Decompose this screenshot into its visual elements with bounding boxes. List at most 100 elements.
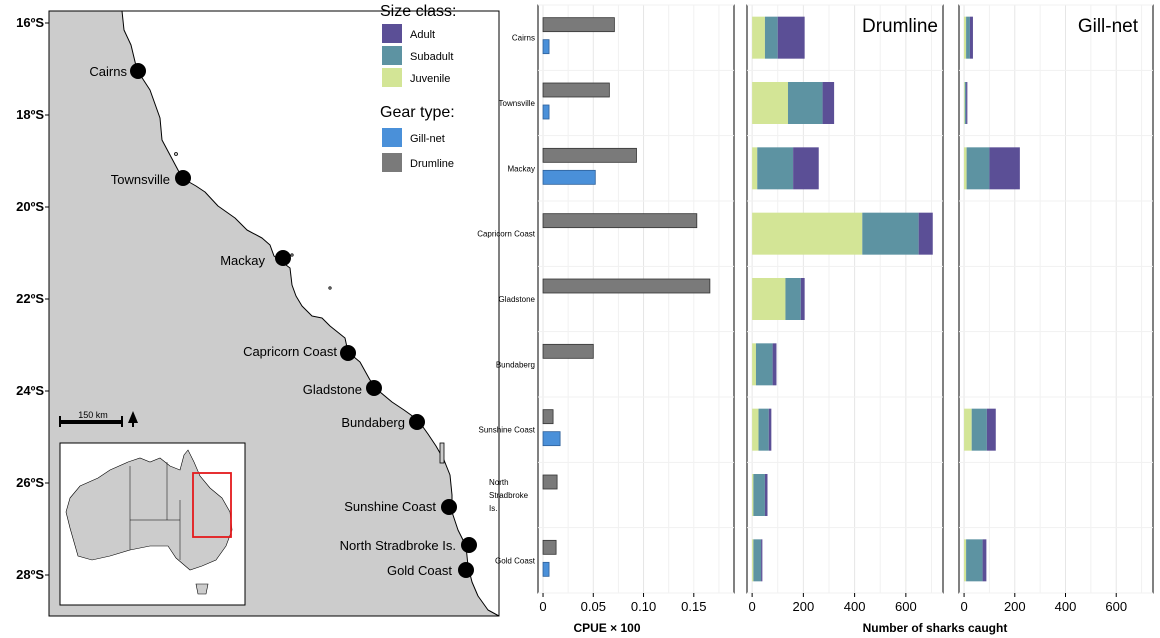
drumline-bar-subadult-townsville: [787, 82, 823, 124]
drumline-bar-juvenile-north-stradbroke-is: [752, 474, 754, 516]
gillnet-tick-label: 200: [1004, 599, 1026, 614]
site-category-label: Townsville: [499, 99, 536, 108]
cpue-bar-drumline-mackay: [542, 147, 637, 163]
island: [290, 253, 294, 257]
drumline-panel: 0 200 400 600 Drumline: [746, 4, 944, 614]
drumline-bar-juvenile-bundaberg: [752, 343, 756, 386]
site-category-label: Bundaberg: [496, 360, 535, 369]
cpue-panel-frame: [537, 4, 735, 594]
cpue-x-axis-label: CPUE × 100: [573, 621, 640, 635]
inset-australia-map: [59, 442, 246, 606]
cpue-bar-drumline-north-stradbroke-is: [542, 474, 558, 490]
cpue-tick-label: 0.05: [581, 599, 606, 614]
legend-gear-title: Gear type:: [380, 104, 455, 121]
island: [328, 286, 332, 290]
site-label-mackay: Mackay: [220, 253, 265, 268]
gillnet-panel-title: Gill-net: [1078, 16, 1139, 37]
fraser-island: [439, 442, 445, 464]
lat-label-22: 22ºS: [16, 291, 44, 306]
site-label-capricorn-coast: Capricorn Coast: [243, 344, 337, 359]
drumline-bar-juvenile-cairns: [752, 16, 765, 59]
site-label-bundaberg: Bundaberg: [341, 415, 405, 430]
drumline-bar-subadult-cairns: [764, 16, 778, 59]
drumline-stacked-bars: [752, 16, 933, 582]
gillnet-bar-juvenile-gold-coast: [964, 539, 967, 582]
gillnet-bar-subadult-gold-coast: [966, 539, 983, 582]
cpue-tick-label: 0.15: [681, 599, 706, 614]
scalebar: 150 km: [59, 410, 123, 427]
drumline-bar-juvenile-gold-coast: [752, 539, 754, 582]
sharks-x-axis-label: Number of sharks caught: [863, 621, 1008, 635]
site-marker-mackay: [275, 250, 291, 266]
gillnet-bar-subadult-mackay: [966, 147, 990, 190]
drumline-x-ticks: 0 200 400 600: [749, 593, 917, 614]
gillnet-panel-frame: [958, 4, 1154, 594]
site-marker-capricorn-coast: [340, 345, 356, 361]
legend-label-drumline: Drumline: [410, 158, 454, 170]
cpue-panel: 0 0.05 0.10 0.15 Cairns Townsville Mackay Capr…: [477, 4, 735, 635]
gillnet-tick-label: 600: [1105, 599, 1127, 614]
site-marker-bundaberg: [409, 414, 425, 430]
gillnet-gridlines: [959, 4, 1153, 594]
site-category-label: North Stradbroke Is.: [489, 478, 529, 513]
cpue-bar-drumline-gold-coast: [542, 539, 557, 555]
gillnet-bar-subadult-cairns: [966, 16, 970, 59]
cpue-bar-gillnet-gold-coast: [542, 561, 550, 577]
drumline-bar-adult-cairns: [777, 16, 805, 59]
cpue-bar-drumline-gladstone: [542, 278, 711, 294]
drumline-bar-adult-mackay: [793, 147, 819, 190]
drumline-tick-label: 400: [844, 599, 866, 614]
drumline-bar-adult-gladstone: [800, 278, 805, 320]
drumline-bar-adult-bundaberg: [772, 343, 777, 386]
legend: Size class: Adult Subadult Juvenile Gear…: [380, 3, 456, 172]
cpue-x-ticks: 0 0.05 0.10 0.15: [539, 593, 706, 614]
gillnet-bar-subadult-townsville: [964, 82, 967, 124]
lat-label-20: 20ºS: [16, 199, 44, 214]
site-label-townsville: Townsville: [111, 172, 170, 187]
gillnet-bar-juvenile-townsville: [964, 82, 965, 124]
cpue-bar-gillnet-mackay: [542, 169, 596, 185]
gillnet-bar-subadult-sunshine-coast: [971, 408, 987, 451]
drumline-panel-title: Drumline: [862, 16, 938, 37]
drumline-bar-subadult-north-stradbroke-is: [753, 474, 765, 516]
drumline-bar-adult-sunshine-coast: [768, 408, 772, 451]
site-category-labels: Cairns Townsville Mackay Capricorn Coast Gla…: [477, 34, 536, 566]
cpue-bar-drumline-sunshine-coast: [542, 409, 554, 425]
site-category-label: Capricorn Coast: [477, 230, 536, 239]
drumline-bar-subadult-mackay: [757, 147, 794, 190]
map-panel: 16ºS 18ºS 20ºS 22ºS 24ºS 26ºS 28ºS Cairn…: [16, 10, 500, 617]
lat-label-26: 26ºS: [16, 475, 44, 490]
site-marker-gladstone: [366, 380, 382, 396]
drumline-bar-juvenile-capricorn-coast: [752, 212, 863, 255]
legend-label-adult: Adult: [410, 29, 435, 41]
legend-label-subadult: Subadult: [410, 51, 453, 63]
cpue-bars: [542, 17, 711, 577]
gillnet-tick-label: 400: [1055, 599, 1077, 614]
gillnet-stacked-bars: [964, 16, 1020, 582]
legend-size-title: Size class:: [380, 3, 456, 20]
gillnet-bar-adult-gold-coast: [982, 539, 987, 582]
cpue-bar-drumline-townsville: [542, 82, 610, 98]
cpue-bar-gillnet-cairns: [542, 39, 550, 55]
cpue-gridlines: [538, 4, 734, 594]
drumline-bar-subadult-bundaberg: [755, 343, 773, 386]
gillnet-bar-juvenile-mackay: [964, 147, 967, 190]
gillnet-bar-adult-cairns: [969, 16, 973, 59]
drumline-tick-label: 200: [793, 599, 815, 614]
drumline-tick-label: 0: [749, 599, 756, 614]
legend-swatch-adult: [382, 24, 402, 43]
drumline-bar-subadult-gladstone: [785, 278, 801, 320]
legend-label-juvenile: Juvenile: [410, 73, 450, 85]
gillnet-tick-label: 0: [960, 599, 967, 614]
scalebar-label: 150 km: [78, 410, 108, 420]
cpue-tick-label: 0.10: [631, 599, 656, 614]
legend-swatch-juvenile: [382, 68, 402, 87]
drumline-bar-juvenile-gladstone: [752, 278, 786, 320]
legend-swatch-drumline: [382, 153, 402, 172]
drumline-bar-juvenile-sunshine-coast: [752, 408, 759, 451]
drumline-bar-juvenile-townsville: [752, 82, 788, 124]
lat-label-24: 24ºS: [16, 383, 44, 398]
island: [174, 152, 178, 156]
site-marker-gold-coast: [458, 562, 474, 578]
